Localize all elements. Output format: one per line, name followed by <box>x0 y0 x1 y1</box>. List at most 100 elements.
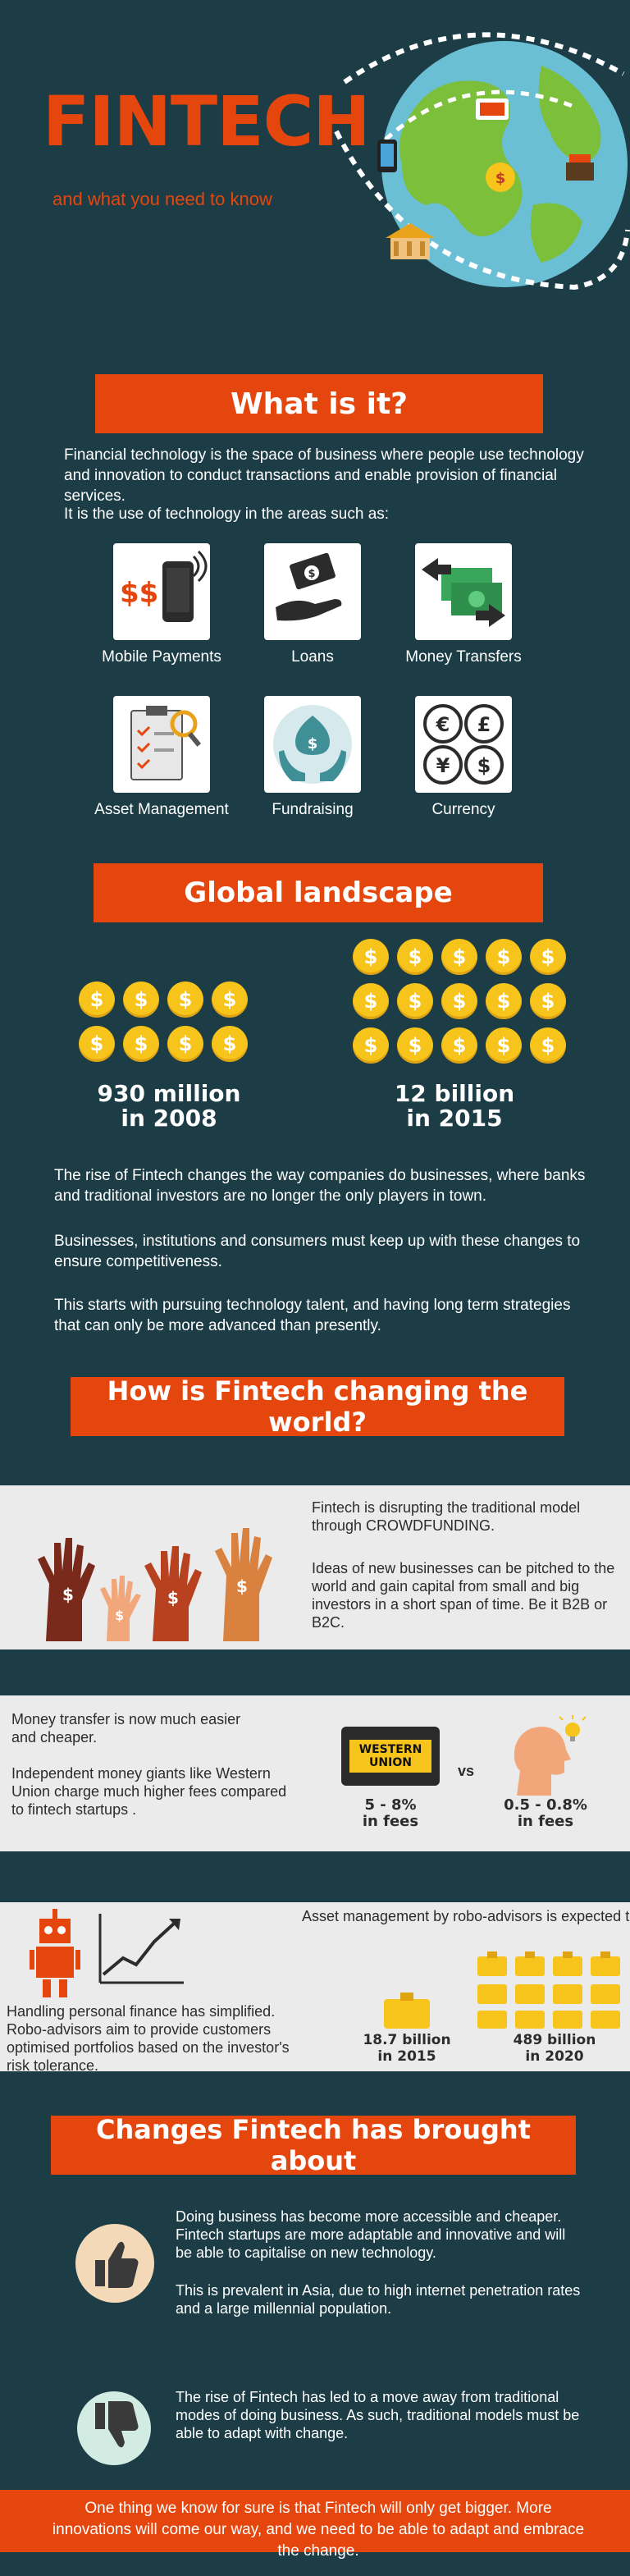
svg-text:$: $ <box>236 1576 248 1596</box>
coin: $ <box>353 939 389 975</box>
changes-good-paragraph-1: Doing business has become more accessibl… <box>176 2208 566 2261</box>
thumbs-up-icon <box>75 2224 154 2303</box>
coin: $ <box>441 939 477 975</box>
money-bags-2015-icon <box>384 1993 430 2029</box>
loan-hand-icon: $ <box>264 543 361 640</box>
area-label-asset-management: Asset Management <box>94 801 229 818</box>
rising-chart-icon <box>98 1914 184 1984</box>
stat-2008-value: 930 million <box>97 1080 241 1107</box>
changes-heading: Changes Fintech has brought about <box>51 2114 576 2176</box>
coin: $ <box>79 981 115 1018</box>
asset-paragraph: Handling personal finance has simplified… <box>7 2003 290 2074</box>
fundraising-icon: $ <box>264 696 361 793</box>
stat-2008-year: in 2008 <box>121 1105 217 1132</box>
western-union-fee-value: 5 - 8% <box>364 1796 417 1814</box>
area-label-money-transfers: Money Transfers <box>405 648 522 666</box>
coin: $ <box>167 981 203 1018</box>
asset-stat-2015: 18.7 billion in 2015 <box>358 2032 456 2065</box>
crowdfunding-band <box>0 1485 630 1649</box>
coin: $ <box>530 939 566 975</box>
thumbs-down-icon <box>77 2391 151 2465</box>
coin: $ <box>212 1026 248 1062</box>
svg-text:£: £ <box>477 713 491 736</box>
asset-stat-2020: 489 billion in 2020 <box>505 2032 604 2065</box>
coin: $ <box>353 983 389 1019</box>
western-union-fee: 5 - 8% in fees <box>341 1797 440 1830</box>
transfer-paragraph-2: Independent money giants like Western Un… <box>11 1765 287 1818</box>
area-label-currency: Currency <box>431 801 495 818</box>
svg-text:¥: ¥ <box>436 754 450 777</box>
stat-2015-value: 12 billion <box>394 1080 515 1107</box>
global-paragraph-1: The rise of Fintech changes the way comp… <box>54 1167 586 1205</box>
coin: $ <box>397 939 433 975</box>
coin: $ <box>167 1026 203 1062</box>
area-label-loans: Loans <box>291 648 334 666</box>
clipboard-magnifier-icon <box>113 696 210 793</box>
transfer-paragraph-1: Money transfer is now much easier and ch… <box>11 1711 241 1746</box>
stat-2008: 930 million in 2008 <box>71 1082 267 1131</box>
coin: $ <box>123 1026 159 1062</box>
western-union-logo-line-1: WESTERN <box>358 1743 422 1756</box>
svg-text:$: $ <box>115 1608 124 1623</box>
svg-text:$$: $$ <box>120 577 158 610</box>
globe-illustration: $ <box>334 32 630 291</box>
fintech-fee-label: in fees <box>517 1813 574 1830</box>
svg-text:$: $ <box>308 568 315 580</box>
changing-world-heading: How is Fintech changing the world? <box>71 1375 564 1438</box>
money-transfer-icon <box>415 543 512 640</box>
western-union-logo: WESTERN UNION <box>341 1727 440 1786</box>
western-union-logo-line-2: UNION <box>369 1756 412 1769</box>
coin: $ <box>353 1027 389 1064</box>
money-bags-2020-icon <box>477 1951 620 2029</box>
global-landscape-heading: Global landscape <box>94 863 543 922</box>
page-subtitle: and what you need to know <box>52 189 272 209</box>
coin: $ <box>530 983 566 1019</box>
what-is-it-paragraph-2: It is the use of technology in the areas… <box>64 506 390 523</box>
currency-symbols-icon: € £ ¥ $ <box>415 696 512 793</box>
coin: $ <box>79 1026 115 1062</box>
coin: $ <box>530 1027 566 1064</box>
coin: $ <box>123 981 159 1018</box>
robot-icon <box>30 1909 80 1997</box>
area-label-mobile-payments: Mobile Payments <box>102 648 221 666</box>
asset-stat-2020-value: 489 billion <box>513 2032 596 2048</box>
global-paragraph-3: This starts with pursuing technology tal… <box>54 1297 571 1334</box>
global-paragraph-2: Businesses, institutions and consumers m… <box>54 1233 581 1270</box>
asset-stat-2015-year: in 2015 <box>377 2048 436 2065</box>
footer-band <box>0 2490 630 2552</box>
versus-label: vs <box>458 1763 475 1779</box>
fintech-fee: 0.5 - 0.8% in fees <box>492 1797 599 1830</box>
coin: $ <box>486 983 522 1019</box>
svg-text:$: $ <box>495 170 506 187</box>
changes-good-paragraph-2: This is prevalent in Asia, due to high i… <box>176 2282 581 2317</box>
svg-text:€: € <box>436 713 450 736</box>
svg-text:$: $ <box>477 754 491 777</box>
stat-2015-year: in 2015 <box>406 1105 503 1132</box>
coin: $ <box>397 983 433 1019</box>
raised-hands-illustration: $ $ $ $ <box>38 1528 272 1641</box>
coin: $ <box>397 1027 433 1064</box>
page-title: FINTECH <box>43 81 371 162</box>
svg-text:$: $ <box>62 1585 74 1604</box>
fintech-idea-head-icon <box>514 1715 587 1796</box>
asset-stat-2020-year: in 2020 <box>525 2048 584 2065</box>
asset-top-text: Asset management by robo-advisors is exp… <box>302 1908 630 1924</box>
fintech-fee-value: 0.5 - 0.8% <box>504 1796 587 1814</box>
changes-bad-paragraph: The rise of Fintech has led to a move aw… <box>176 2389 580 2441</box>
asset-stat-2015-value: 18.7 billion <box>363 2032 451 2048</box>
coin: $ <box>212 981 248 1018</box>
footer-text: One thing we know for sure is that Finte… <box>52 2500 585 2560</box>
western-union-fee-label: in fees <box>362 1813 419 1830</box>
coin: $ <box>441 1027 477 1064</box>
area-label-fundraising: Fundraising <box>272 801 354 818</box>
svg-text:$: $ <box>308 735 318 753</box>
coin: $ <box>441 983 477 1019</box>
crowdfunding-paragraph-2: Ideas of new businesses can be pitched t… <box>312 1560 615 1631</box>
svg-text:$: $ <box>167 1588 179 1608</box>
coin: $ <box>486 1027 522 1064</box>
crowdfunding-paragraph-1: Fintech is disrupting the traditional mo… <box>312 1499 581 1534</box>
stat-2015: 12 billion in 2015 <box>356 1082 553 1131</box>
mobile-payment-icon: $$ <box>113 543 210 640</box>
what-is-it-paragraph-1: Financial technology is the space of bus… <box>64 446 584 505</box>
what-is-it-heading: What is it? <box>95 374 543 433</box>
